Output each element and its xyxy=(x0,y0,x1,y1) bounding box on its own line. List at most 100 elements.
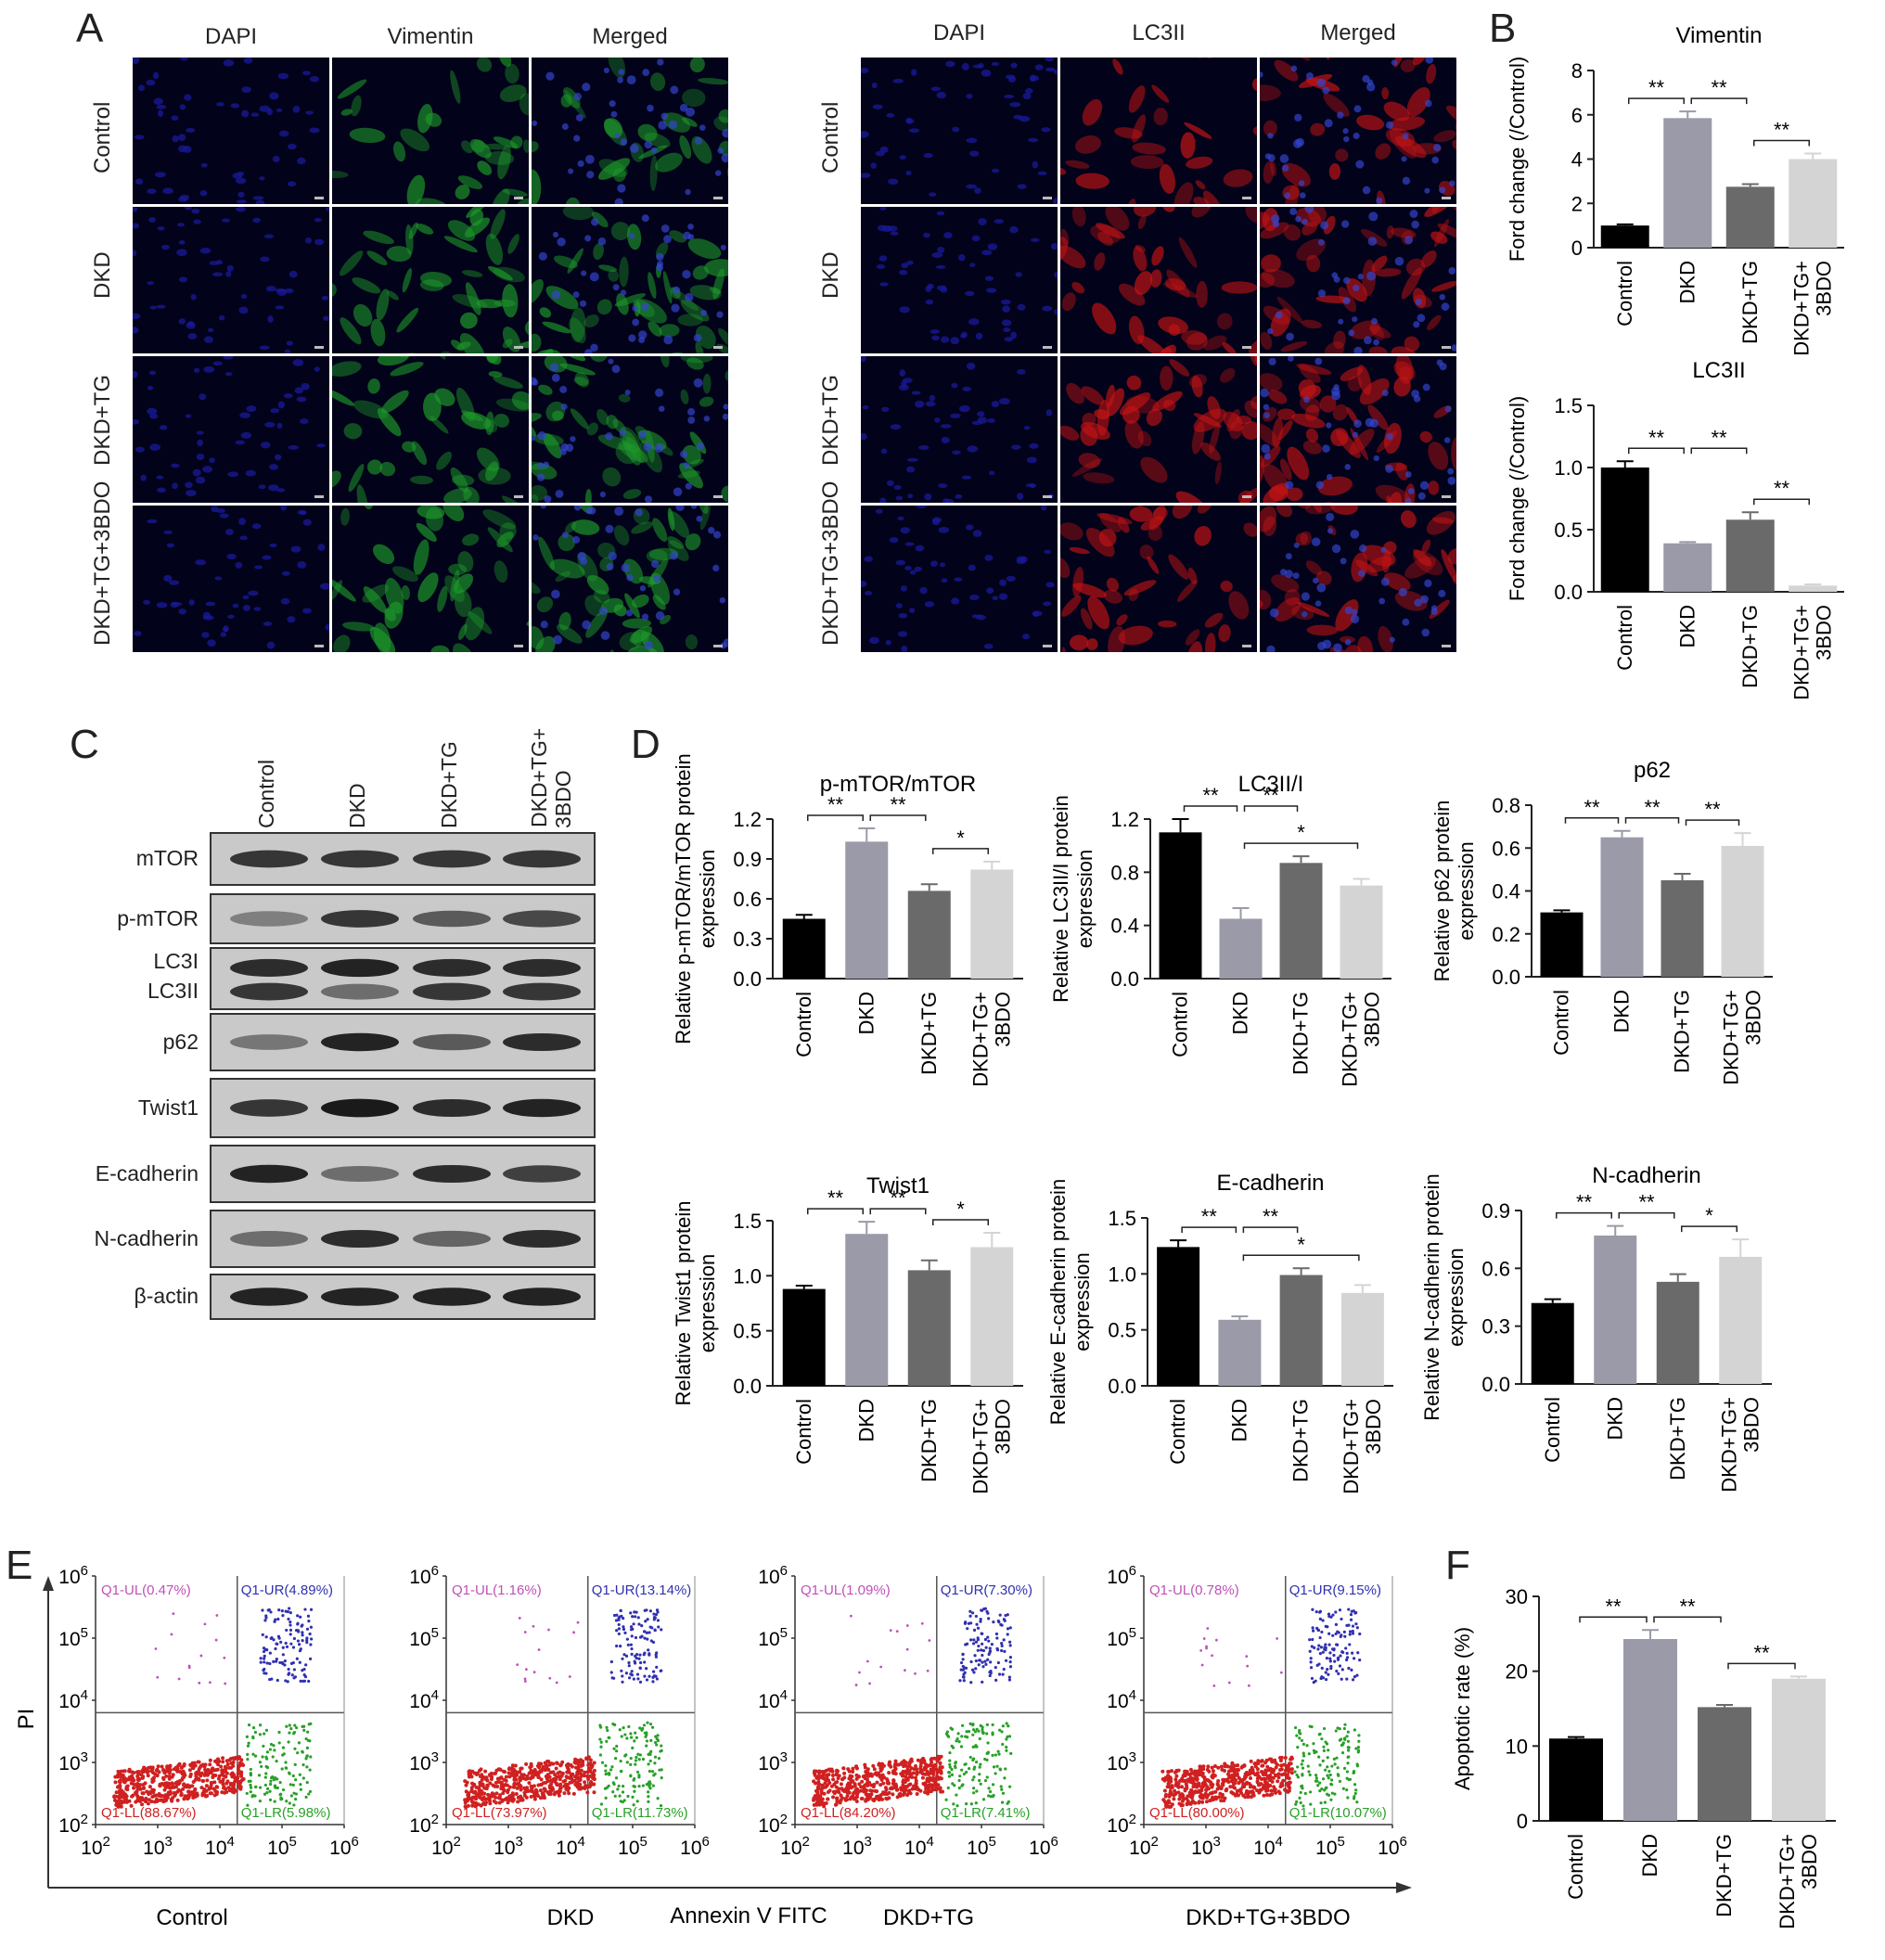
event-dot xyxy=(1356,1626,1359,1629)
event-dot xyxy=(148,1785,152,1788)
event-dot xyxy=(282,1788,285,1791)
event-dot xyxy=(519,1617,521,1620)
event-dot xyxy=(652,1671,655,1673)
protein-band xyxy=(503,910,581,927)
event-dot xyxy=(1007,1627,1009,1630)
event-dot xyxy=(212,1787,216,1791)
event-dot xyxy=(1274,1791,1277,1795)
event-dot xyxy=(505,1775,508,1779)
event-dot xyxy=(1230,1761,1234,1765)
event-dot xyxy=(1177,1769,1181,1773)
event-dot xyxy=(1269,1758,1273,1761)
event-dot xyxy=(644,1620,647,1622)
event-dot xyxy=(579,1758,583,1761)
event-dot xyxy=(1202,1784,1206,1787)
event-dot xyxy=(1344,1646,1347,1649)
event-dot xyxy=(1277,1775,1281,1779)
event-dot xyxy=(465,1789,468,1793)
event-dot xyxy=(163,1782,167,1786)
event-dot xyxy=(1001,1673,1004,1676)
bar xyxy=(1594,1236,1636,1384)
event-dot xyxy=(1004,1767,1007,1770)
event-dot xyxy=(180,1765,184,1769)
event-dot xyxy=(577,1787,581,1791)
event-dot xyxy=(124,1787,128,1791)
protein-band xyxy=(321,959,399,977)
event-dot xyxy=(221,1760,224,1763)
event-dot xyxy=(1185,1797,1188,1800)
event-dot xyxy=(1325,1678,1327,1681)
event-dot xyxy=(635,1636,637,1639)
event-dot xyxy=(1243,1795,1247,1799)
event-dot xyxy=(866,1774,870,1778)
event-dot xyxy=(183,1771,186,1774)
event-dot xyxy=(866,1660,869,1663)
event-dot xyxy=(992,1723,994,1726)
event-dot xyxy=(1204,1787,1208,1791)
event-dot xyxy=(1248,1685,1250,1687)
event-dot xyxy=(1009,1644,1012,1646)
event-dot xyxy=(986,1635,989,1638)
event-dot xyxy=(265,1765,268,1768)
event-dot xyxy=(1327,1770,1330,1773)
event-dot xyxy=(224,1767,227,1771)
event-dot xyxy=(1350,1619,1353,1621)
event-dot xyxy=(1327,1749,1329,1751)
event-dot xyxy=(630,1736,633,1738)
event-dot xyxy=(643,1636,646,1639)
column-title: DAPI xyxy=(138,24,324,50)
event-dot xyxy=(863,1763,866,1767)
event-dot xyxy=(251,1736,254,1738)
chart-title: Vimentin xyxy=(1676,23,1763,48)
significance-label: * xyxy=(1297,1233,1305,1256)
quadrant-label: Q1-UR(4.89%) xyxy=(241,1582,333,1598)
event-dot xyxy=(147,1770,150,1774)
event-dot xyxy=(831,1795,835,1799)
event-dot xyxy=(225,1759,229,1762)
micrograph-cell xyxy=(1260,506,1456,652)
event-dot xyxy=(221,1756,224,1760)
micrograph-cell xyxy=(532,506,728,652)
event-dot xyxy=(610,1765,613,1768)
x-tick-label: 106 xyxy=(1029,1834,1058,1859)
event-dot xyxy=(1174,1784,1178,1787)
event-dot xyxy=(1199,1649,1202,1652)
event-dot xyxy=(1235,1792,1238,1796)
event-dot xyxy=(826,1798,829,1801)
quadrant-label: Q1-LL(84.20%) xyxy=(801,1805,896,1821)
y-tick-label: 102 xyxy=(58,1812,88,1837)
event-dot xyxy=(636,1753,639,1756)
x-tick-label: DKD+TG xyxy=(1671,990,1694,1073)
event-dot xyxy=(927,1779,930,1783)
event-dot xyxy=(620,1760,622,1762)
event-dot xyxy=(901,1780,904,1784)
event-dot xyxy=(622,1628,625,1631)
event-dot xyxy=(1007,1633,1009,1635)
event-dot xyxy=(301,1669,303,1672)
y-tick-label: 0.3 xyxy=(1481,1315,1510,1339)
event-dot xyxy=(171,1796,174,1800)
event-dot xyxy=(131,1793,135,1797)
event-dot xyxy=(264,1784,267,1787)
event-dot xyxy=(1348,1643,1351,1646)
x-tick-label: Control xyxy=(1166,1399,1189,1465)
event-dot xyxy=(981,1633,983,1635)
event-dot xyxy=(259,1786,262,1788)
event-dot xyxy=(1242,1785,1246,1788)
event-dot xyxy=(914,1672,917,1675)
event-dot xyxy=(1310,1666,1313,1669)
event-dot xyxy=(969,1756,972,1759)
event-dot xyxy=(1329,1799,1332,1801)
event-dot xyxy=(555,1783,558,1787)
event-dot xyxy=(652,1612,655,1615)
event-dot xyxy=(159,1783,162,1787)
bar xyxy=(1541,913,1584,977)
event-dot xyxy=(1250,1760,1253,1763)
event-dot xyxy=(989,1790,992,1793)
significance-label: ** xyxy=(1263,784,1279,807)
event-dot xyxy=(232,1785,236,1788)
event-dot xyxy=(921,1757,925,1761)
event-dot xyxy=(1330,1778,1333,1781)
